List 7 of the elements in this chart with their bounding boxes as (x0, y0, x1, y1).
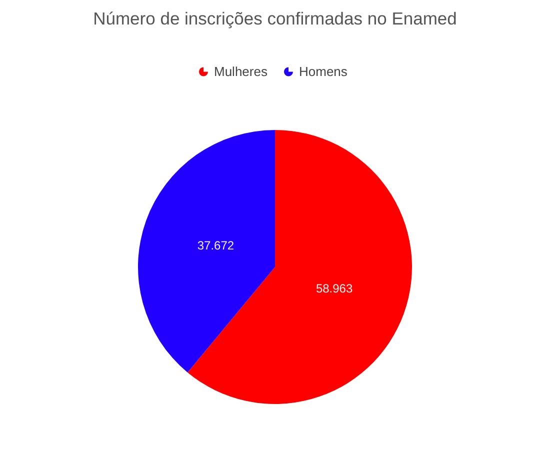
pie-slice (138, 130, 275, 372)
data-label: 37.672 (197, 238, 234, 253)
pie-slice (188, 130, 412, 404)
legend-label: Homens (299, 64, 348, 79)
data-label: 58.963 (316, 281, 353, 296)
chart-title: Número de inscrições confirmadas no Enamed (93, 8, 457, 28)
legend-label: Mulheres (214, 64, 268, 79)
